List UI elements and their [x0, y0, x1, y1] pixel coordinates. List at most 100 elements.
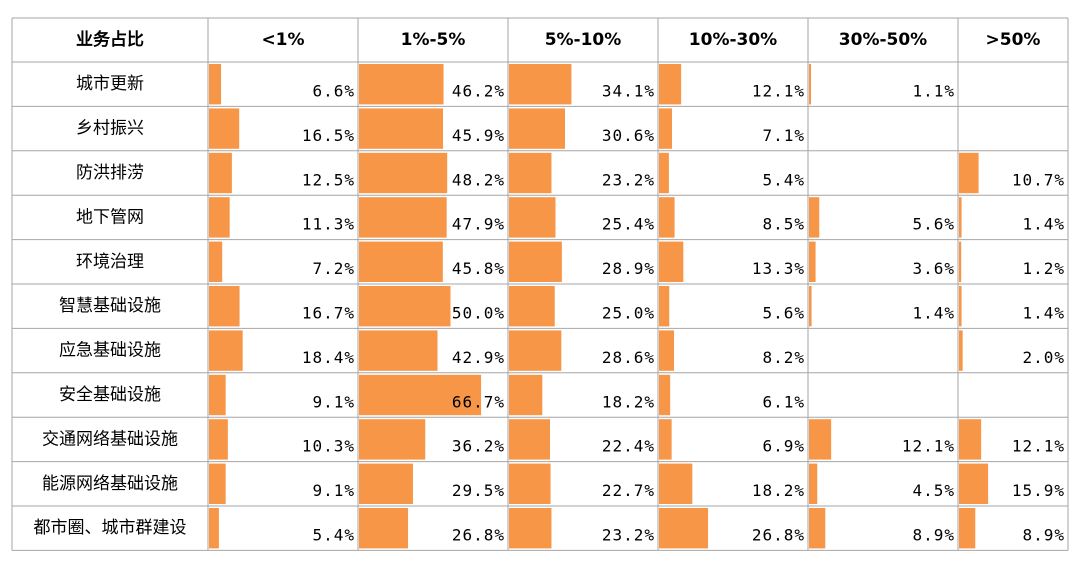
corner-label: 业务占比	[76, 29, 144, 50]
value-label: 9.1%	[312, 481, 355, 500]
column-header: >50%	[986, 30, 1041, 50]
value-label: 3.6%	[912, 259, 955, 278]
value-label: 7.2%	[312, 259, 355, 278]
data-bar	[959, 463, 989, 504]
data-bar	[359, 152, 448, 194]
data-bar	[659, 463, 693, 504]
data-bar	[209, 64, 222, 105]
value-label: 5.4%	[312, 526, 355, 545]
column-header: <1%	[261, 30, 304, 50]
value-label: 29.5%	[452, 481, 505, 500]
value-label: 22.7%	[602, 481, 655, 500]
value-label: 1.4%	[1022, 215, 1065, 234]
value-label: 6.1%	[762, 392, 805, 411]
value-label: 1.4%	[912, 304, 955, 323]
value-label: 45.8%	[452, 259, 505, 278]
value-label: 12.5%	[302, 170, 355, 189]
data-bar	[209, 152, 232, 194]
value-label: 48.2%	[452, 170, 505, 189]
data-bar	[509, 241, 562, 282]
data-bar	[509, 419, 550, 460]
data-bar	[509, 197, 556, 238]
row-label: 地下管网	[76, 207, 144, 227]
value-label: 10.3%	[302, 437, 355, 456]
value-label: 34.1%	[602, 82, 655, 101]
value-label: 18.4%	[302, 348, 355, 367]
value-label: 5.6%	[912, 215, 955, 234]
value-label: 6.9%	[762, 437, 805, 456]
data-bar	[359, 419, 426, 460]
value-label: 66.7%	[452, 392, 505, 411]
value-label: 23.2%	[602, 526, 655, 545]
row-label: 都市圈、城市群建设	[34, 518, 187, 538]
data-bar	[209, 197, 230, 238]
data-bar	[809, 419, 832, 460]
data-bar	[659, 108, 672, 149]
data-bar	[959, 152, 979, 194]
data-bar	[659, 152, 669, 194]
data-bar	[809, 286, 812, 327]
data-bar	[809, 64, 812, 105]
data-bar	[359, 330, 438, 371]
data-bar	[359, 286, 451, 327]
value-label: 2.0%	[1022, 348, 1065, 367]
value-label: 6.6%	[312, 82, 355, 101]
value-label: 42.9%	[452, 348, 505, 367]
value-label: 36.2%	[452, 437, 505, 456]
value-label: 12.1%	[1012, 437, 1065, 456]
value-label: 22.4%	[602, 437, 655, 456]
value-label: 28.6%	[602, 348, 655, 367]
data-bar	[509, 108, 565, 149]
value-label: 26.8%	[752, 526, 805, 545]
data-bar	[959, 330, 963, 371]
data-bar	[209, 463, 226, 504]
value-label: 1.2%	[1022, 259, 1065, 278]
value-label: 23.2%	[602, 170, 655, 189]
data-bar	[659, 419, 672, 460]
row-label: 乡村振兴	[76, 119, 144, 139]
data-bar	[359, 108, 443, 149]
value-label: 10.7%	[1012, 170, 1065, 189]
value-label: 4.5%	[912, 481, 955, 500]
row-label: 应急基础设施	[59, 341, 161, 361]
column-header: 5%-10%	[545, 30, 622, 50]
data-bar	[359, 463, 413, 504]
value-label: 30.6%	[602, 126, 655, 145]
value-label: 18.2%	[752, 481, 805, 500]
data-bar	[659, 330, 675, 371]
value-label: 9.1%	[312, 392, 355, 411]
value-label: 8.5%	[762, 215, 805, 234]
data-bar	[659, 286, 670, 327]
data-bar	[959, 241, 962, 282]
row-label: 能源网络基础设施	[42, 474, 178, 494]
value-label: 11.3%	[302, 215, 355, 234]
data-bar	[209, 419, 228, 460]
value-label: 12.1%	[902, 437, 955, 456]
data-bar	[809, 463, 818, 504]
data-bar	[659, 64, 682, 105]
value-label: 16.7%	[302, 304, 355, 323]
value-label: 13.3%	[752, 259, 805, 278]
data-bar	[509, 463, 551, 504]
data-bar	[209, 108, 240, 149]
data-bar	[209, 286, 240, 327]
data-bar	[359, 241, 443, 282]
value-label: 12.1%	[752, 82, 805, 101]
row-label: 城市更新	[76, 74, 144, 94]
value-label: 16.5%	[302, 126, 355, 145]
data-bar	[359, 374, 482, 416]
value-label: 8.9%	[1022, 526, 1065, 545]
data-bar	[959, 419, 982, 460]
data-bar	[809, 508, 826, 549]
data-bar	[809, 197, 820, 238]
data-bar	[509, 374, 543, 416]
data-bar	[509, 508, 552, 549]
value-label: 8.2%	[762, 348, 805, 367]
data-bar	[509, 64, 572, 105]
value-label: 15.9%	[1012, 481, 1065, 500]
value-label: 50.0%	[452, 304, 505, 323]
data-bar	[959, 197, 962, 238]
data-bar	[359, 197, 447, 238]
